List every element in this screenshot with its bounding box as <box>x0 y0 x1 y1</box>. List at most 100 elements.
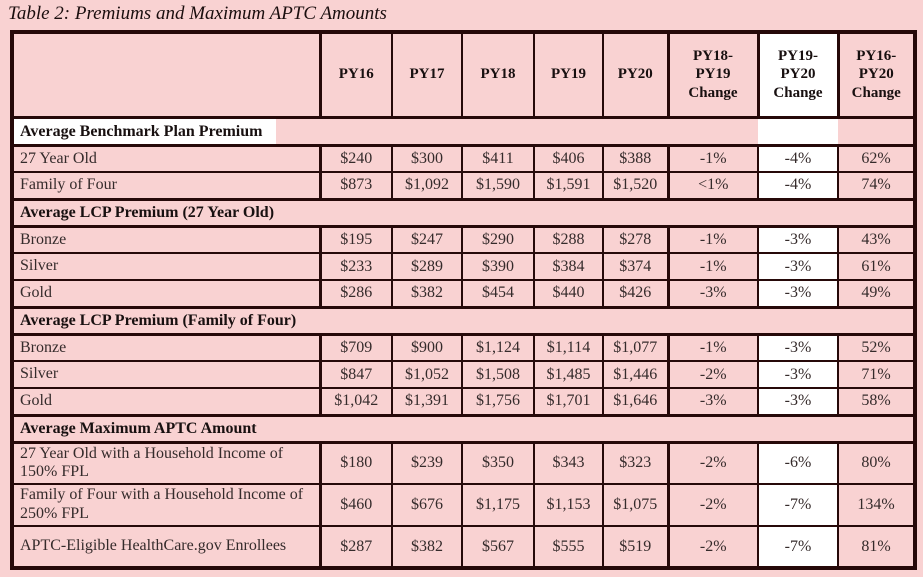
data-cell: -2% <box>666 483 759 528</box>
data-cell: <1% <box>666 171 759 201</box>
data-cell: $555 <box>533 525 604 570</box>
section-header-row: Average Maximum APTC Amount <box>12 413 915 444</box>
data-cell: $1,114 <box>533 333 604 363</box>
data-cell: $288 <box>533 225 604 255</box>
data-cell: $454 <box>461 279 535 309</box>
data-cell: $676 <box>391 483 463 528</box>
data-cell: -2% <box>666 525 759 570</box>
data-cell: $1,646 <box>602 387 669 417</box>
data-cell: $519 <box>602 525 669 570</box>
data-cell-highlighted: -6% <box>757 441 839 486</box>
data-cell: 80% <box>837 441 916 486</box>
data-cell: $382 <box>391 525 463 570</box>
row-label: 27 Year Old <box>11 144 321 174</box>
data-cell: $1,520 <box>602 171 669 201</box>
section-title-cell: Average LCP Premium (27 Year Old) <box>12 197 915 228</box>
row-label: Gold <box>11 279 321 309</box>
data-cell: $300 <box>391 144 463 174</box>
data-cell: 52% <box>837 333 916 363</box>
data-cell: $384 <box>533 252 604 282</box>
data-cell: 43% <box>837 225 916 255</box>
data-cell: $390 <box>461 252 535 282</box>
table-row: 27 Year Old with a Household Income of 1… <box>11 441 916 486</box>
data-cell: $1,391 <box>391 387 463 417</box>
row-label: Bronze <box>11 333 321 363</box>
data-cell-highlighted: -7% <box>757 525 839 570</box>
data-cell: $240 <box>318 144 393 174</box>
data-cell: $1,153 <box>533 483 604 528</box>
data-cell: -3% <box>666 279 759 309</box>
data-cell: $1,124 <box>461 333 535 363</box>
data-cell: $287 <box>318 525 393 570</box>
table-row: Bronze $709 $900 $1,124 $1,114 $1,077 -1… <box>11 333 916 363</box>
row-label: Family of Four <box>11 171 321 201</box>
data-cell: $278 <box>602 225 669 255</box>
section-header-row: Average LCP Premium (Family of Four) <box>12 305 915 336</box>
data-cell: $1,591 <box>533 171 604 201</box>
data-cell: $847 <box>318 360 393 390</box>
data-cell-highlighted: -3% <box>757 225 839 255</box>
data-cell: $382 <box>391 279 463 309</box>
data-cell: $1,701 <box>533 387 604 417</box>
row-label: Silver <box>11 360 321 390</box>
row-label: Family of Four with a Household Income o… <box>11 483 321 528</box>
data-cell: $1,485 <box>533 360 604 390</box>
data-cell: -1% <box>666 252 759 282</box>
data-cell: $1,446 <box>602 360 669 390</box>
data-cell-highlighted: -3% <box>757 333 839 363</box>
table-row: APTC-Eligible HealthCare.gov Enrollees $… <box>11 525 916 570</box>
data-cell: $1,052 <box>391 360 463 390</box>
data-cell: $1,092 <box>391 171 463 201</box>
data-cell: $440 <box>533 279 604 309</box>
data-cell: $1,756 <box>461 387 535 417</box>
row-label: 27 Year Old with a Household Income of 1… <box>11 441 321 486</box>
data-cell: 81% <box>837 525 916 570</box>
section-title: Average Benchmark Plan Premium <box>14 120 277 143</box>
data-cell: $1,042 <box>318 387 393 417</box>
data-cell: $709 <box>318 333 393 363</box>
column-header-py17: PY17 <box>391 31 463 119</box>
row-label: APTC-Eligible HealthCare.gov Enrollees <box>11 525 321 570</box>
data-cell: 71% <box>837 360 916 390</box>
data-cell: $426 <box>602 279 669 309</box>
data-cell: 61% <box>837 252 916 282</box>
section-title-cell: Average Benchmark Plan Premium <box>12 115 758 147</box>
data-cell: $411 <box>461 144 535 174</box>
data-cell: 74% <box>837 171 916 201</box>
data-cell: $567 <box>461 525 535 570</box>
data-cell: $343 <box>533 441 604 486</box>
table-row: Silver $233 $289 $390 $384 $374 -1% -3% … <box>11 252 916 282</box>
row-label: Silver <box>11 252 321 282</box>
data-cell: 58% <box>837 387 916 417</box>
data-cell: $233 <box>318 252 393 282</box>
data-cell: -3% <box>666 387 759 417</box>
data-cell: $195 <box>318 225 393 255</box>
table-caption: Table 2: Premiums and Maximum APTC Amoun… <box>8 3 387 24</box>
data-cell: -1% <box>666 144 759 174</box>
data-cell: $406 <box>533 144 604 174</box>
section-title: Average Maximum APTC Amount <box>20 420 257 438</box>
data-cell: -2% <box>666 360 759 390</box>
data-cell: $323 <box>602 441 669 486</box>
column-header-py16: PY16 <box>318 31 393 119</box>
column-header-py19-py20-change: PY19- PY20 Change <box>756 31 840 119</box>
data-cell: $289 <box>391 252 463 282</box>
data-cell: $388 <box>602 144 669 174</box>
data-cell: $350 <box>461 441 535 486</box>
table-row: 27 Year Old $240 $300 $411 $406 $388 -1%… <box>11 144 916 174</box>
row-label: Bronze <box>11 225 321 255</box>
data-cell: -1% <box>666 225 759 255</box>
data-cell: 62% <box>837 144 916 174</box>
section-title-cell: Average Maximum APTC Amount <box>12 413 915 444</box>
column-header-py18: PY18 <box>461 31 535 119</box>
data-cell-highlighted: -4% <box>757 171 839 201</box>
corner-cell <box>11 31 321 119</box>
data-cell: $239 <box>391 441 463 486</box>
premiums-aptc-table: PY16 PY17 PY18 PY19 PY20 PY18- PY19 Chan… <box>10 30 917 571</box>
data-cell: $1,077 <box>602 333 669 363</box>
section-header-row: Average LCP Premium (27 Year Old) <box>12 197 915 228</box>
data-cell: $1,175 <box>461 483 535 528</box>
data-cell: 49% <box>837 279 916 309</box>
empty-cell <box>838 115 915 147</box>
highlight-column-cell <box>758 115 838 147</box>
